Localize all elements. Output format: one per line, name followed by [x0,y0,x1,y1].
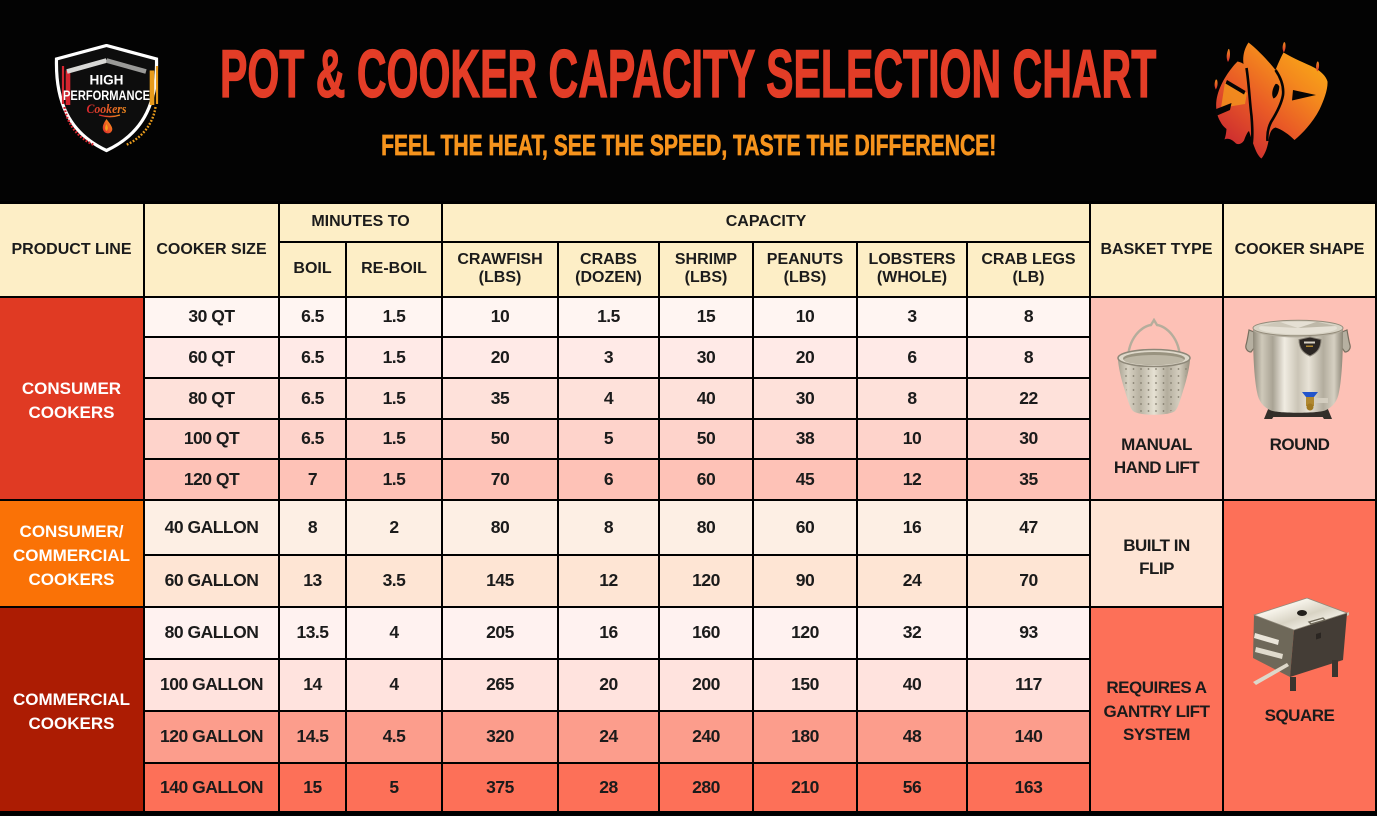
svg-text:HIGH: HIGH [90,73,124,88]
svg-text:Cookers: Cookers [87,101,127,116]
svg-text:PERFORMANCE: PERFORMANCE [63,88,150,103]
